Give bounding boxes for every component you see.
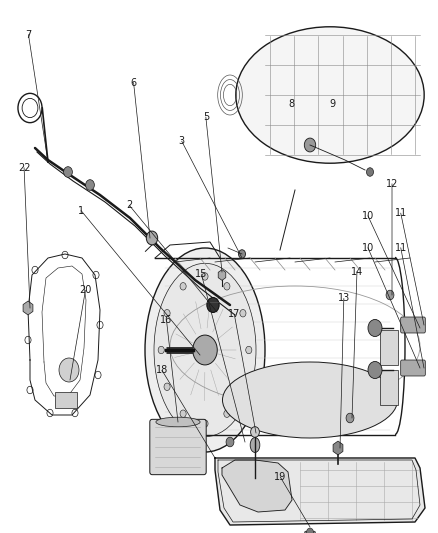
Text: 3: 3 [179,136,185,146]
Circle shape [226,437,234,447]
Text: 11: 11 [395,243,407,253]
FancyBboxPatch shape [380,370,398,405]
Circle shape [180,282,186,290]
Circle shape [240,310,246,317]
Polygon shape [222,460,292,512]
Text: 12: 12 [386,179,398,189]
Text: 10: 10 [362,243,374,253]
Text: 18: 18 [156,366,168,375]
Ellipse shape [180,307,230,393]
Ellipse shape [154,263,256,437]
Ellipse shape [223,362,398,438]
Text: 9: 9 [330,99,336,109]
Circle shape [239,250,246,259]
Circle shape [224,410,230,417]
Text: 8: 8 [288,99,294,109]
Circle shape [304,138,316,152]
Text: 11: 11 [395,208,407,218]
Circle shape [64,167,72,177]
Circle shape [202,273,208,280]
Circle shape [240,383,246,391]
Text: 2: 2 [126,200,132,210]
Ellipse shape [59,358,79,382]
Text: 17: 17 [228,310,240,319]
Circle shape [146,231,158,245]
Polygon shape [215,458,425,525]
Circle shape [224,282,230,290]
Ellipse shape [192,328,218,373]
Text: 13: 13 [338,294,350,303]
Text: 1: 1 [78,206,84,215]
Text: 6: 6 [131,78,137,87]
Text: 15: 15 [195,270,208,279]
Circle shape [307,528,314,533]
Text: 22: 22 [18,163,30,173]
Circle shape [164,310,170,317]
Circle shape [251,427,259,438]
FancyBboxPatch shape [401,317,425,333]
Text: 5: 5 [203,112,209,122]
Ellipse shape [145,248,265,452]
FancyBboxPatch shape [150,419,206,475]
Circle shape [164,383,170,391]
Circle shape [180,410,186,417]
Circle shape [368,361,382,378]
Text: 10: 10 [362,211,374,221]
Ellipse shape [236,27,424,163]
FancyBboxPatch shape [401,360,425,376]
Text: 14: 14 [351,267,363,277]
Ellipse shape [207,297,219,312]
Text: 19: 19 [274,472,286,482]
Circle shape [85,180,94,190]
Text: 16: 16 [160,315,173,325]
Circle shape [346,413,354,423]
Circle shape [158,346,164,354]
Text: 7: 7 [25,30,32,39]
FancyBboxPatch shape [55,392,77,408]
Circle shape [368,319,382,336]
Ellipse shape [156,417,200,427]
Ellipse shape [166,284,244,416]
Circle shape [202,420,208,427]
FancyBboxPatch shape [305,531,315,533]
Ellipse shape [250,438,260,453]
Text: 20: 20 [79,286,92,295]
Circle shape [246,346,252,354]
Circle shape [367,168,374,176]
FancyBboxPatch shape [380,330,398,365]
Circle shape [386,290,394,300]
Circle shape [193,335,217,365]
